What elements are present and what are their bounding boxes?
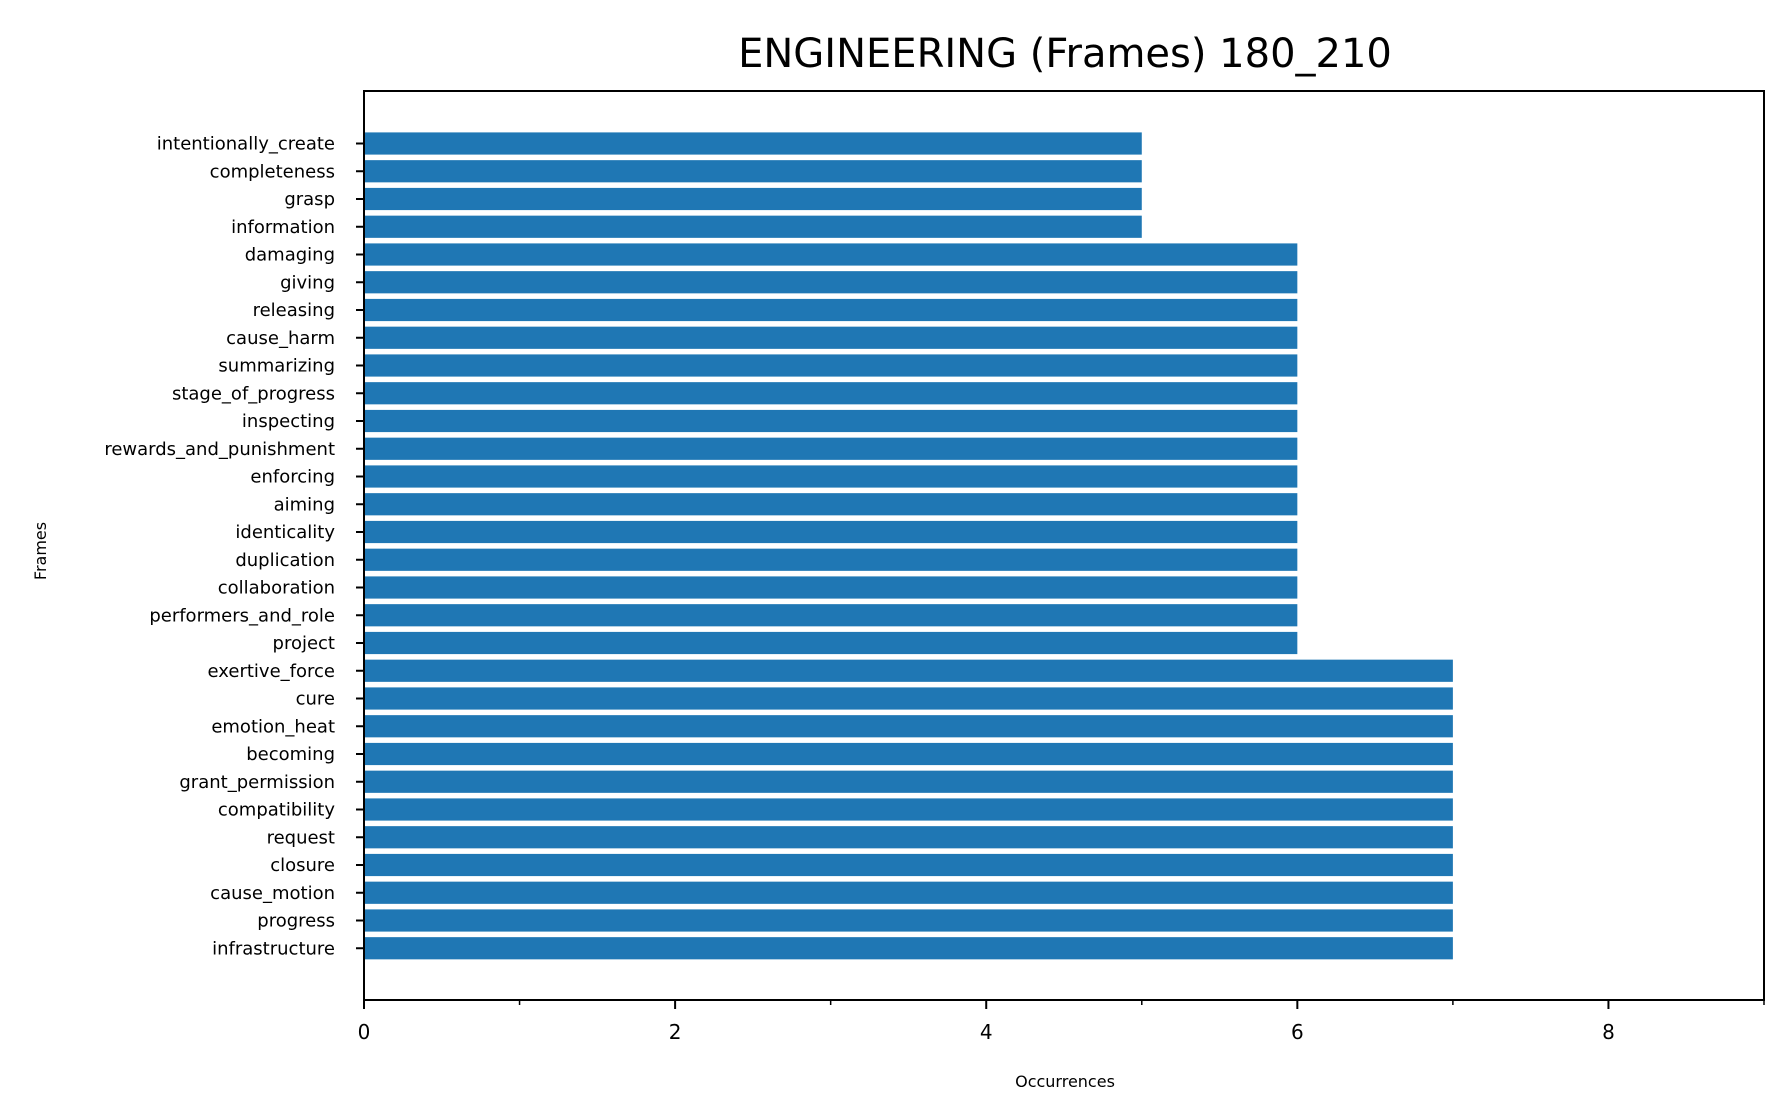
y-tick-label: exertive_force bbox=[208, 661, 335, 682]
x-tick-label: 4 bbox=[980, 1020, 993, 1044]
y-axis-label: Frames bbox=[31, 522, 50, 580]
y-axis-ticks: intentionally_create completeness grasp inf… bbox=[104, 134, 364, 959]
x-axis-ticks: 0 2 4 6 8 bbox=[358, 1000, 1765, 1044]
y-tick-label: cause_harm bbox=[226, 328, 335, 349]
bar-grant_permission bbox=[364, 770, 1453, 793]
bar-performers_and_role bbox=[364, 604, 1298, 627]
bar-rewards_and_punishment bbox=[364, 437, 1298, 460]
y-tick-label: releasing bbox=[253, 300, 335, 321]
bar-inspecting bbox=[364, 409, 1298, 433]
bar-collaboration bbox=[364, 576, 1298, 599]
bar-summarizing bbox=[364, 354, 1298, 377]
y-tick-label: progress bbox=[257, 911, 335, 932]
bar-completeness bbox=[364, 160, 1142, 183]
y-tick-label: closure bbox=[270, 855, 335, 876]
bar-cure bbox=[364, 687, 1453, 710]
y-tick-label: grasp bbox=[284, 189, 335, 210]
plot-frame bbox=[363, 90, 1765, 1001]
x-tick-label: 6 bbox=[1291, 1020, 1304, 1044]
y-tick-label: duplication bbox=[235, 550, 335, 571]
y-tick-label: enforcing bbox=[250, 467, 335, 488]
bar-releasing bbox=[364, 298, 1298, 322]
y-tick-label: infrastructure bbox=[212, 938, 335, 959]
bar-compatibility bbox=[364, 798, 1453, 821]
bar-project bbox=[364, 631, 1298, 655]
x-tick-label: 2 bbox=[669, 1020, 682, 1044]
y-tick-label: identicality bbox=[235, 522, 335, 543]
y-tick-label: request bbox=[267, 827, 335, 848]
x-tick-label: 8 bbox=[1602, 1020, 1615, 1044]
bar-enforcing bbox=[364, 465, 1298, 488]
y-tick-label: stage_of_progress bbox=[172, 383, 335, 404]
bars-group bbox=[364, 132, 1453, 960]
bar-closure bbox=[364, 853, 1453, 877]
bar-grasp bbox=[364, 187, 1142, 211]
y-tick-label: summarizing bbox=[218, 356, 335, 377]
bar-information bbox=[364, 215, 1142, 238]
y-tick-label: performers_and_role bbox=[149, 605, 335, 626]
y-tick-label: damaging bbox=[245, 245, 335, 266]
bar-giving bbox=[364, 271, 1298, 294]
y-tick-label: inspecting bbox=[242, 411, 335, 432]
bar-infrastructure bbox=[364, 937, 1453, 960]
y-tick-label: emotion_heat bbox=[211, 716, 335, 737]
bar-emotion_heat bbox=[364, 715, 1453, 738]
bar-intentionally_create bbox=[364, 132, 1142, 155]
y-tick-label: cause_motion bbox=[210, 883, 335, 904]
y-tick-label: giving bbox=[280, 272, 335, 293]
y-tick-label: completeness bbox=[210, 161, 335, 182]
bar-becoming bbox=[364, 742, 1453, 766]
y-tick-label: intentionally_create bbox=[157, 134, 335, 155]
y-tick-label: becoming bbox=[246, 744, 335, 765]
x-axis-label: Occurrences bbox=[1015, 1072, 1115, 1091]
bar-progress bbox=[364, 909, 1453, 932]
bar-exertive_force bbox=[364, 659, 1453, 682]
bar-damaging bbox=[364, 243, 1298, 266]
y-tick-label: rewards_and_punishment bbox=[104, 439, 335, 460]
y-tick-label: cure bbox=[296, 689, 335, 710]
chart-title: ENGINEERING (Frames) 180_210 bbox=[738, 31, 1392, 77]
bar-cause_harm bbox=[364, 326, 1298, 349]
y-tick-label: information bbox=[231, 217, 335, 238]
bar-request bbox=[364, 826, 1453, 849]
y-tick-label: collaboration bbox=[218, 578, 335, 599]
x-tick-label: 0 bbox=[358, 1020, 371, 1044]
bar-stage_of_progress bbox=[364, 382, 1298, 405]
bar-aiming bbox=[364, 493, 1298, 516]
y-tick-label: aiming bbox=[274, 494, 335, 515]
y-tick-label: compatibility bbox=[218, 800, 335, 821]
bar-duplication bbox=[364, 548, 1298, 571]
bar-identicality bbox=[364, 520, 1298, 544]
y-tick-label: grant_permission bbox=[179, 772, 335, 793]
y-tick-label: project bbox=[273, 633, 335, 654]
bar-cause_motion bbox=[364, 881, 1453, 904]
